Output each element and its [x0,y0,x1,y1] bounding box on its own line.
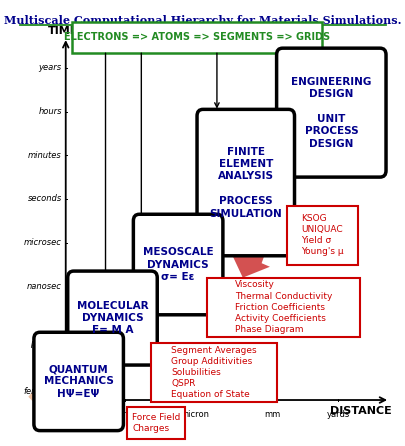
Polygon shape [28,250,178,421]
Text: yards: yards [326,409,349,419]
FancyBboxPatch shape [196,109,294,256]
Text: MESOSCALE
DYNAMICS
σ= Eε: MESOSCALE DYNAMICS σ= Eε [143,247,213,282]
Text: 10 nm: 10 nm [140,409,166,419]
Text: DISTANCE: DISTANCE [329,406,391,416]
Text: Segment Averages
Group Additivities
Solubilities
QSPR
Equation of State: Segment Averages Group Additivities Solu… [171,346,256,400]
Text: femtosec: femtosec [23,387,62,396]
Polygon shape [229,122,308,277]
Text: ENGINEERING
DESIGN

UNIT
PROCESS
DESIGN: ENGINEERING DESIGN UNIT PROCESS DESIGN [290,77,371,149]
Text: Multiscale Computational Hierarchy for Materials Simulations.: Multiscale Computational Hierarchy for M… [4,15,401,26]
Text: KSOG
UNIQUAC
Yield σ
Young's μ: KSOG UNIQUAC Yield σ Young's μ [301,214,343,256]
Text: Viscosity
Thermal Conductivity
Friction Coefficients
Activity Coefficients
Phase: Viscosity Thermal Conductivity Friction … [234,281,331,334]
Text: MOLECULAR
DYNAMICS
F= M A: MOLECULAR DYNAMICS F= M A [77,301,148,335]
FancyBboxPatch shape [286,206,357,264]
Text: Force Field
Charges: Force Field Charges [132,413,180,433]
Text: picosec: picosec [30,339,62,348]
Text: hours: hours [38,107,62,116]
FancyBboxPatch shape [127,407,185,439]
Text: FINITE
ELEMENT
ANALYSIS

PROCESS
SIMULATION: FINITE ELEMENT ANALYSIS PROCESS SIMULATI… [209,147,281,219]
FancyBboxPatch shape [34,332,123,431]
Text: TIME: TIME [48,26,78,36]
Text: QUANTUM
MECHANICS
HΨ=EΨ: QUANTUM MECHANICS HΨ=EΨ [44,364,113,399]
Text: nanosec: nanosec [27,282,62,291]
FancyBboxPatch shape [72,22,322,53]
FancyBboxPatch shape [276,48,385,177]
Text: seconds: seconds [28,194,62,203]
Text: mm: mm [264,409,280,419]
FancyBboxPatch shape [68,271,157,365]
Text: micron: micron [180,409,209,419]
Text: 1 nm: 1 nm [115,409,136,419]
FancyBboxPatch shape [133,214,222,315]
Text: 1 A: 1 A [83,409,96,419]
Text: ELECTRONS => ATOMS => SEGMENTS => GRIDS: ELECTRONS => ATOMS => SEGMENTS => GRIDS [64,32,329,42]
Text: microsec: microsec [24,238,62,247]
Text: minutes: minutes [28,151,62,160]
FancyBboxPatch shape [207,277,359,337]
FancyBboxPatch shape [151,343,276,402]
Text: years: years [38,63,62,72]
